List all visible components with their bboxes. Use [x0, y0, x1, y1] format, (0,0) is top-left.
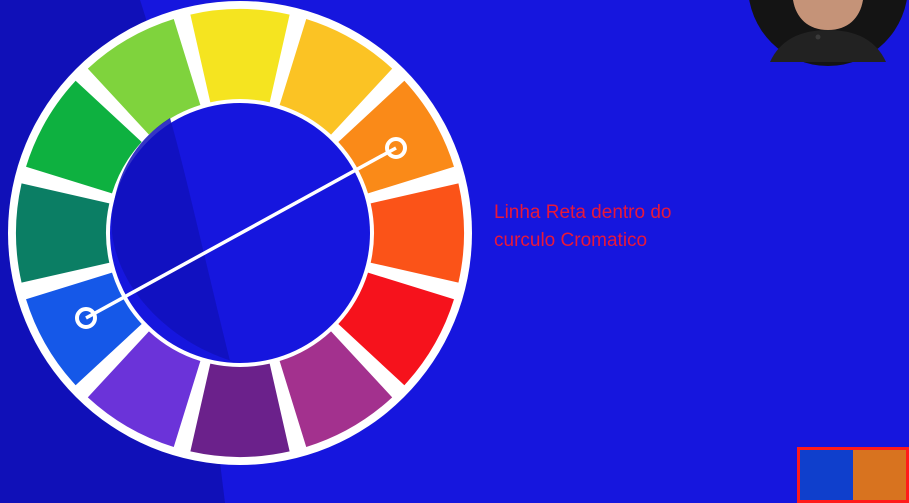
wheel-segment-yellow: [190, 8, 290, 103]
caption-line-1: Linha Reta dentro do: [494, 202, 672, 223]
wheel-segment-green: [26, 80, 142, 194]
wheel-segment-violet: [190, 363, 290, 457]
slide-caption: Linha Reta dentro do curculo Cromatico: [494, 199, 754, 255]
wheel-segment-red: [338, 272, 454, 386]
connector-endpoint-blue: [75, 307, 97, 329]
inner-shadow: [111, 118, 241, 363]
complementary-connector-line: [85, 146, 397, 320]
wheel-segment-blue-green: [15, 183, 110, 283]
connector-endpoint-orange: [385, 137, 407, 159]
complementary-swatch-box: [797, 447, 909, 503]
wheel-segments: [15, 8, 465, 457]
wheel-segment-red-orange: [370, 183, 465, 283]
presenter-webcam: [749, 0, 907, 66]
wheel-segment-yellow-orange: [279, 19, 393, 135]
swatch-blue: [800, 450, 853, 500]
swatch-orange: [853, 450, 906, 500]
wheel-segment-red-violet: [279, 331, 393, 447]
caption-line-2: curculo Cromatico: [494, 230, 648, 251]
wheel-segment-blue-violet: [87, 331, 201, 447]
wheel-segment-blue: [26, 272, 142, 386]
wheel-segment-yellow-green: [87, 19, 201, 135]
